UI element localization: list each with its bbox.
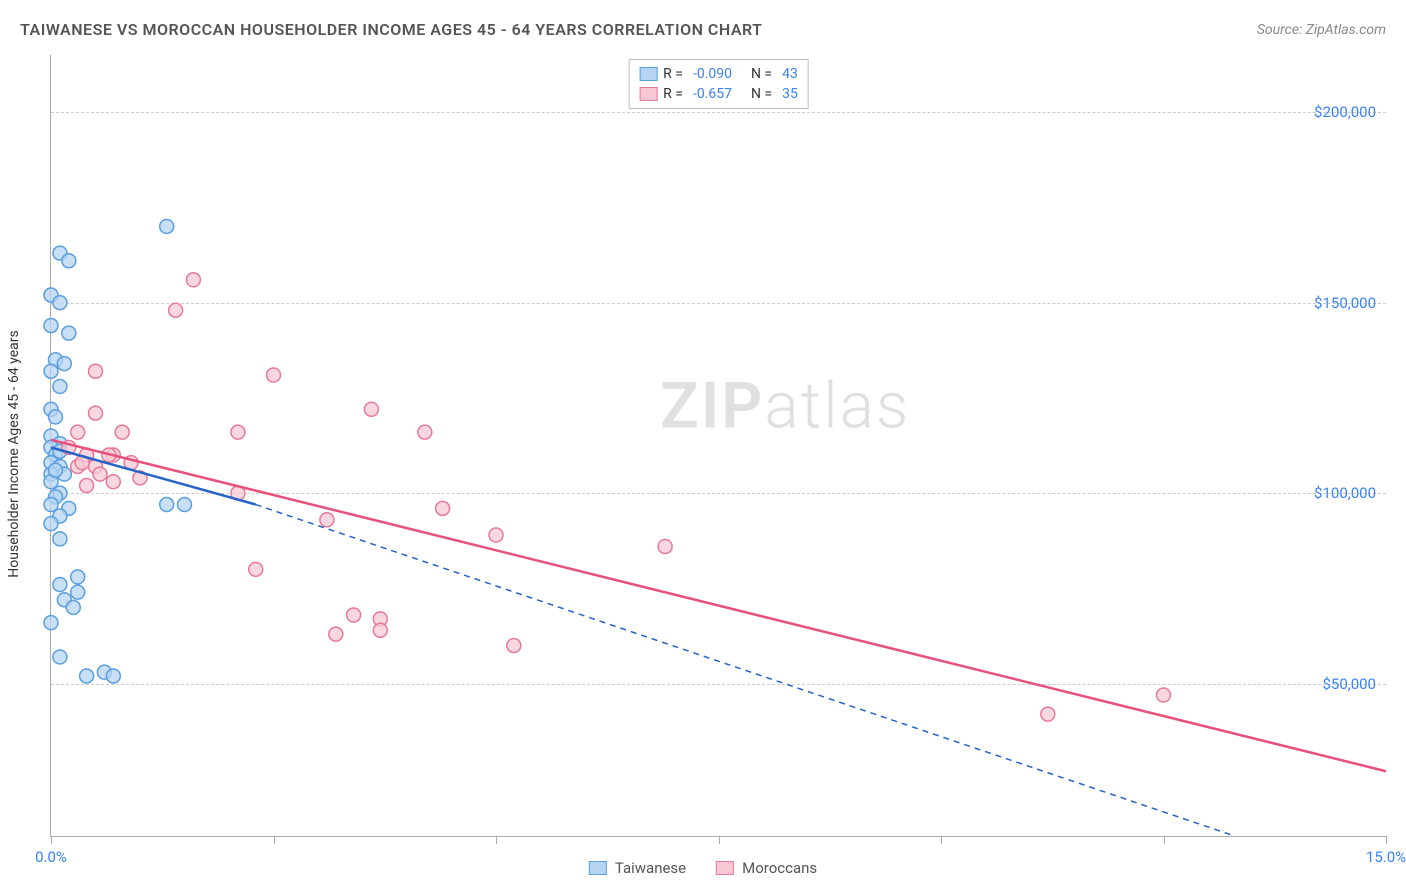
n-value: 43 [782,66,798,82]
legend-item: Taiwanese [589,859,686,877]
data-point [62,254,76,268]
data-point [106,669,120,683]
data-point [160,219,174,233]
data-point [53,296,67,310]
data-point [89,406,103,420]
data-point [418,425,432,439]
data-point [320,513,334,527]
data-point [48,410,62,424]
data-point [93,467,107,481]
trend-line [51,440,1386,771]
data-point [53,379,67,393]
legend-item: Moroccans [716,859,817,877]
header: TAIWANESE VS MOROCCAN HOUSEHOLDER INCOME… [20,20,1386,39]
data-point [71,425,85,439]
y-axis-label: Householder Income Ages 45 - 64 years [6,330,22,577]
x-tick [51,836,52,844]
trend-line [51,447,256,504]
x-tick [1386,836,1387,844]
n-label: N = [751,86,772,102]
data-point [169,303,183,317]
r-value: -0.090 [693,66,732,82]
chart-title: TAIWANESE VS MOROCCAN HOUSEHOLDER INCOME… [20,20,763,39]
legend-label: Moroccans [742,859,817,877]
n-value: 35 [782,86,798,102]
legend-swatch [639,67,657,81]
data-point [507,639,521,653]
legend-swatch [589,861,607,875]
data-point [267,368,281,382]
data-point [347,608,361,622]
x-tick [274,836,275,844]
legend-swatch [639,87,657,101]
data-point [658,539,672,553]
legend-row: R = -0.090 N = 43 [639,64,798,84]
x-tick [941,836,942,844]
x-tick-label: 15.0% [1366,848,1406,866]
x-tick [1164,836,1165,844]
data-point [329,627,343,641]
data-point [489,528,503,542]
source-attribution: Source: ZipAtlas.com [1257,22,1386,38]
x-tick-label: 0.0% [35,848,67,866]
r-label: R = [663,66,683,82]
data-point [66,600,80,614]
legend-swatch [716,861,734,875]
legend-row: R = -0.657 N = 35 [639,84,798,104]
data-point [53,578,67,592]
data-point [89,364,103,378]
data-point [160,498,174,512]
data-point [1041,707,1055,721]
data-point [44,517,58,531]
data-point [231,425,245,439]
n-label: N = [751,66,772,82]
data-point [249,562,263,576]
data-point [57,357,71,371]
x-tick [719,836,720,844]
data-point [48,463,62,477]
x-tick [496,836,497,844]
data-point [44,318,58,332]
data-point [71,585,85,599]
data-point [80,669,94,683]
data-point [53,532,67,546]
data-point [44,616,58,630]
r-label: R = [663,86,683,102]
data-point [115,425,129,439]
correlation-legend: R = -0.090 N = 43 R = -0.657 N = 35 [628,59,809,109]
data-point [44,364,58,378]
data-point [178,498,192,512]
series-legend: Taiwanese Moroccans [589,859,817,877]
chart-area: ZIPatlas $50,000$100,000$150,000$200,000… [50,55,1386,837]
data-point [364,402,378,416]
data-point [373,623,387,637]
trend-line-extrapolated [256,505,1235,836]
data-point [62,326,76,340]
data-point [53,650,67,664]
scatter-plot-svg [51,55,1386,836]
legend-label: Taiwanese [615,859,686,877]
r-value: -0.657 [693,86,732,102]
data-point [106,475,120,489]
data-point [436,501,450,515]
data-point [1157,688,1171,702]
data-point [71,570,85,584]
data-point [186,273,200,287]
data-point [80,479,94,493]
